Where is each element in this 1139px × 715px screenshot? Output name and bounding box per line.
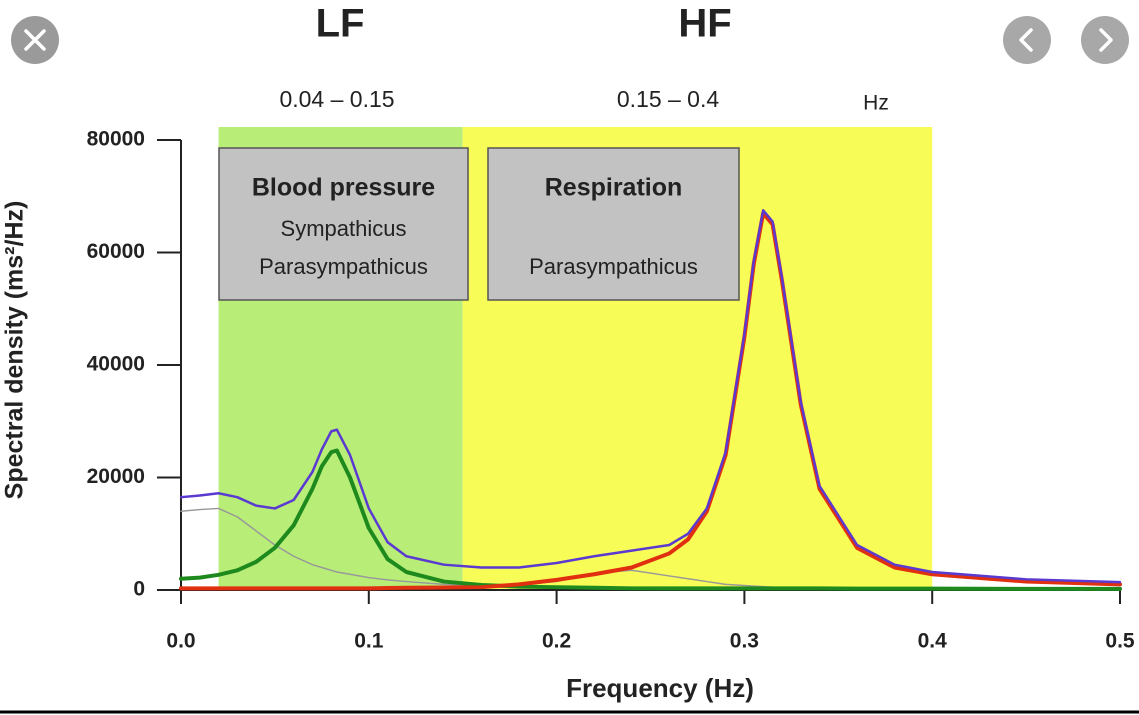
box-line: Parasympathicus [259, 254, 428, 279]
prev-button[interactable] [1003, 16, 1051, 64]
x-tick-label: 0.5 [1105, 630, 1135, 653]
next-circle[interactable] [1081, 16, 1129, 64]
boxes: Blood pressure Sympathicus Parasympathicus… [218, 147, 740, 301]
y-axis-title: Spectral density (ms²/Hz) [1, 201, 29, 500]
x-tick-label: 0.1 [354, 630, 384, 653]
x-tick-label: 0.0 [166, 630, 195, 653]
next-icon[interactable] [1099, 28, 1113, 52]
plot: 0 20000 40000 60000 80000 0.0 0.1 0.2 0.3 0.4 0.5 [87, 128, 1135, 653]
band-range: 0.04 – 0.15 [279, 86, 394, 112]
band-name: LF [316, 2, 365, 46]
band-name: HF [678, 2, 731, 46]
info-box [218, 147, 469, 301]
y-tick-label: 0 [133, 578, 145, 601]
spectrum-line [179, 209, 1122, 584]
x-tick-label: 0.3 [730, 630, 759, 653]
band-unit: Hz [863, 92, 889, 115]
y-tick-label: 40000 [87, 353, 145, 376]
box-line: Parasympathicus [529, 254, 698, 279]
x-tick-label: 0.2 [542, 630, 571, 653]
x-tick-label: 0.4 [918, 630, 948, 653]
y-tick-label: 80000 [87, 128, 145, 151]
close-button[interactable] [11, 16, 59, 64]
spectrum-line [179, 448, 1122, 591]
next-button[interactable] [1081, 16, 1129, 64]
x-axis-title: Frequency (Hz) [566, 673, 754, 703]
box-title: Respiration [545, 174, 683, 202]
info-box [487, 147, 740, 301]
box-line: Sympathicus [281, 216, 407, 241]
y-tick-label: 20000 [87, 465, 145, 488]
close-icon[interactable] [24, 29, 46, 51]
prev-circle[interactable] [1003, 16, 1051, 64]
box-title: Blood pressure [252, 174, 435, 202]
band-range: 0.15 – 0.4 [617, 86, 720, 112]
prev-icon[interactable] [1019, 28, 1033, 52]
y-tick-label: 60000 [87, 240, 145, 263]
